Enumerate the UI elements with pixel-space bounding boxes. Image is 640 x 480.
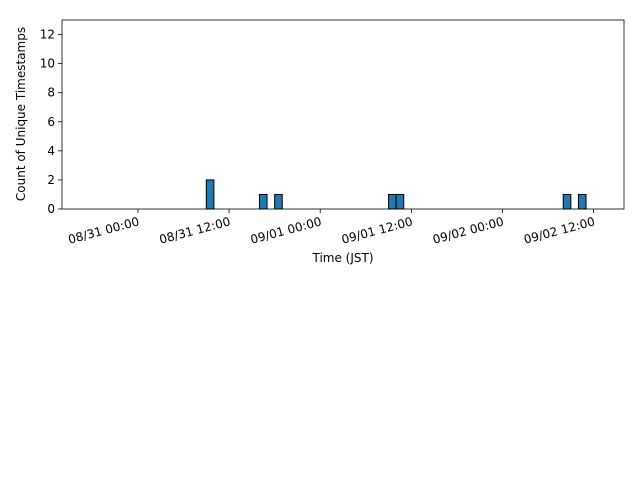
bar bbox=[258, 193, 268, 210]
y-tick-label: 6 bbox=[47, 115, 55, 129]
y-tick-label: 0 bbox=[47, 202, 55, 216]
bar bbox=[562, 193, 572, 210]
bar bbox=[388, 193, 397, 210]
plot-frame bbox=[61, 19, 625, 210]
y-tick-label: 12 bbox=[40, 28, 55, 42]
bar bbox=[577, 193, 587, 210]
x-tick-label: 08/31 00:00 bbox=[67, 214, 141, 246]
bar bbox=[395, 193, 405, 210]
y-tick-label: 10 bbox=[40, 57, 55, 71]
x-tick-label: 08/31 12:00 bbox=[158, 214, 232, 246]
x-tick-label: 09/01 00:00 bbox=[249, 214, 323, 246]
y-tick-label: 8 bbox=[47, 86, 55, 100]
y-axis-label: Count of Unique Timestamps bbox=[14, 27, 28, 201]
x-tick-label: 09/02 12:00 bbox=[522, 214, 596, 246]
bar bbox=[205, 179, 215, 210]
x-tick-label: 09/02 00:00 bbox=[431, 214, 505, 246]
bar bbox=[274, 193, 283, 210]
x-axis-label: Time (JST) bbox=[311, 251, 373, 265]
x-tick-label: 09/01 12:00 bbox=[340, 214, 414, 246]
y-tick-label: 2 bbox=[47, 173, 55, 187]
y-tick-label: 4 bbox=[47, 144, 55, 158]
